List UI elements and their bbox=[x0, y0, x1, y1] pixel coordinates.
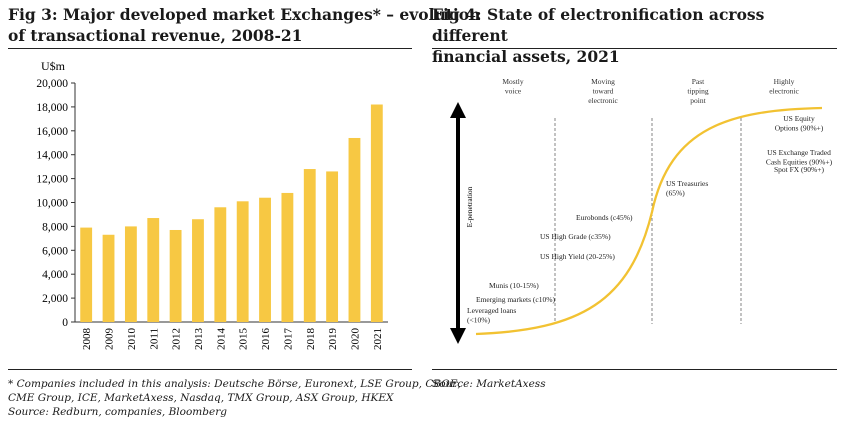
fig3-title: Fig 3: Major developed market Exchanges*… bbox=[8, 4, 480, 46]
bar bbox=[80, 227, 93, 322]
e-penetration-label: E-penetration bbox=[465, 186, 474, 227]
y-tick-label: 16,000 bbox=[36, 126, 68, 138]
x-tick-label: 2014 bbox=[215, 328, 227, 351]
y-tick-label: 10,000 bbox=[36, 198, 68, 210]
x-tick-label: 2021 bbox=[372, 328, 384, 350]
bar bbox=[214, 207, 227, 322]
y-tick-label: 12,000 bbox=[36, 174, 68, 186]
asset-label: Munis (10-15%) bbox=[489, 281, 539, 290]
fig3-footnote-line1: * Companies included in this analysis: D… bbox=[8, 378, 461, 390]
stage-label: electronic bbox=[588, 96, 618, 105]
x-tick-label: 2019 bbox=[327, 328, 339, 351]
y-tick-label: 6,000 bbox=[42, 245, 68, 257]
x-tick-label: 2015 bbox=[238, 328, 250, 351]
asset-label: US Equity bbox=[783, 114, 815, 123]
arrow-down-icon bbox=[450, 328, 466, 344]
x-tick-label: 2010 bbox=[126, 328, 138, 351]
bar bbox=[169, 229, 182, 322]
x-tick-label: 2017 bbox=[282, 328, 294, 351]
fig3-footnote: * Companies included in this analysis: D… bbox=[8, 377, 461, 419]
asset-label: Options (90%+) bbox=[775, 124, 824, 133]
fig4-source: Source: MarketAxess bbox=[432, 378, 546, 390]
bar bbox=[147, 218, 160, 322]
fig4-title-line1: Fig 4: State of electronification across… bbox=[432, 5, 765, 45]
stage-label: tipping bbox=[687, 87, 709, 96]
fig3-bottom-rule bbox=[8, 369, 412, 370]
fig3-source: Source: Redburn, companies, Bloomberg bbox=[8, 406, 227, 418]
bar bbox=[303, 169, 316, 322]
bar bbox=[281, 192, 294, 322]
fig4-title: Fig 4: State of electronification across… bbox=[432, 4, 845, 67]
bar bbox=[102, 234, 115, 322]
y-tick-label: 14,000 bbox=[36, 150, 68, 162]
asset-label: US High Grade (c35%) bbox=[540, 232, 611, 241]
bar bbox=[124, 226, 137, 322]
stage-label: point bbox=[690, 96, 706, 105]
stage-label: electronic bbox=[769, 87, 799, 96]
bar-chart: U$m 0 2,000 4,000 6,000 8,000 10,000 12,000 14,0… bbox=[36, 59, 388, 351]
y-tick-label: 8,000 bbox=[42, 221, 68, 233]
x-tick-label: 2020 bbox=[349, 328, 361, 351]
fig4-title-line2: financial assets, 2021 bbox=[432, 47, 620, 66]
arrow-up-icon bbox=[450, 102, 466, 118]
fig4-title-rule bbox=[432, 48, 837, 49]
stage-label: toward bbox=[593, 87, 614, 96]
y-tick-label: 18,000 bbox=[36, 102, 68, 114]
bar bbox=[326, 171, 339, 322]
fig3-title-rule bbox=[8, 48, 412, 49]
bar bbox=[370, 104, 383, 322]
y-tick-label: 2,000 bbox=[42, 293, 68, 305]
bar bbox=[192, 219, 204, 322]
asset-label: Eurobonds (c45%) bbox=[576, 213, 633, 222]
asset-label: Spot FX (90%+) bbox=[774, 165, 825, 174]
fig3-title-line1: Fig 3: Major developed market Exchanges*… bbox=[8, 5, 481, 24]
y-tick-label: 20,000 bbox=[36, 78, 68, 90]
x-tick-label: 2012 bbox=[171, 328, 183, 350]
y-tick-label: 4,000 bbox=[42, 269, 68, 281]
asset-label: US High Yield (20-25%) bbox=[540, 252, 615, 261]
stage-label: Past bbox=[692, 77, 705, 86]
electronification-diagram: E-penetrationMostlyvoiceMovingtowardelec… bbox=[450, 77, 833, 344]
asset-label: US Exchange Traded bbox=[767, 148, 831, 157]
x-tick-label: 2013 bbox=[193, 328, 205, 351]
fig3-title-line2: of transactional revenue, 2008-21 bbox=[8, 26, 303, 45]
x-tick-label: 2011 bbox=[148, 328, 160, 350]
x-tick-label: 2016 bbox=[260, 328, 272, 351]
stage-label: Mostly bbox=[502, 77, 524, 86]
bar bbox=[236, 201, 249, 322]
asset-label: (<10%) bbox=[467, 316, 490, 325]
y-tick-label: 0 bbox=[62, 317, 68, 329]
y-axis-label: U$m bbox=[41, 59, 66, 73]
fig3-footnote-line2: CME Group, ICE, MarketAxess, Nasdaq, TMX… bbox=[8, 392, 394, 404]
asset-label: Cash Equities (90%+) bbox=[766, 158, 833, 167]
bar bbox=[259, 197, 271, 322]
bar bbox=[348, 137, 361, 322]
fig4-bottom-rule bbox=[432, 369, 837, 370]
x-tick-label: 2008 bbox=[81, 328, 93, 351]
x-tick-label: 2018 bbox=[305, 328, 317, 351]
asset-label: (65%) bbox=[666, 189, 685, 198]
asset-label: Emerging markets (c10%) bbox=[476, 295, 556, 304]
asset-label: Leveraged loans bbox=[467, 306, 516, 315]
s-curve bbox=[475, 106, 823, 336]
x-tick-label: 2009 bbox=[104, 328, 116, 351]
stage-label: voice bbox=[505, 87, 522, 96]
asset-label: US Treasuries bbox=[666, 179, 708, 188]
stage-label: Moving bbox=[591, 77, 615, 86]
stage-label: Highly bbox=[774, 77, 795, 86]
